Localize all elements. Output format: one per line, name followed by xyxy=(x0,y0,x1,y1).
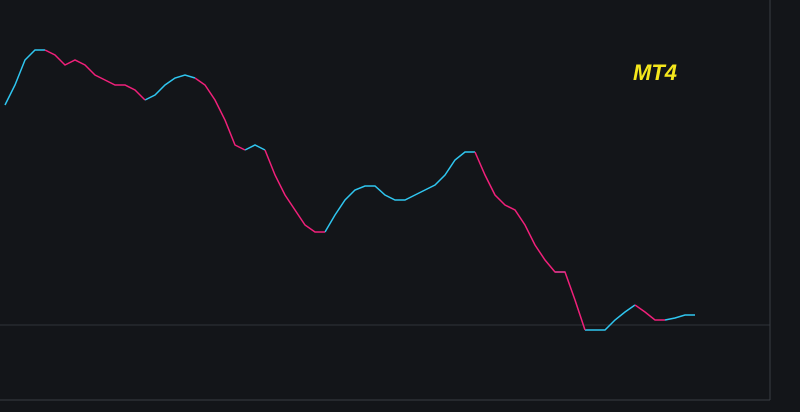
indicator-line xyxy=(44,49,665,331)
chart-label: MT4 xyxy=(633,60,677,85)
